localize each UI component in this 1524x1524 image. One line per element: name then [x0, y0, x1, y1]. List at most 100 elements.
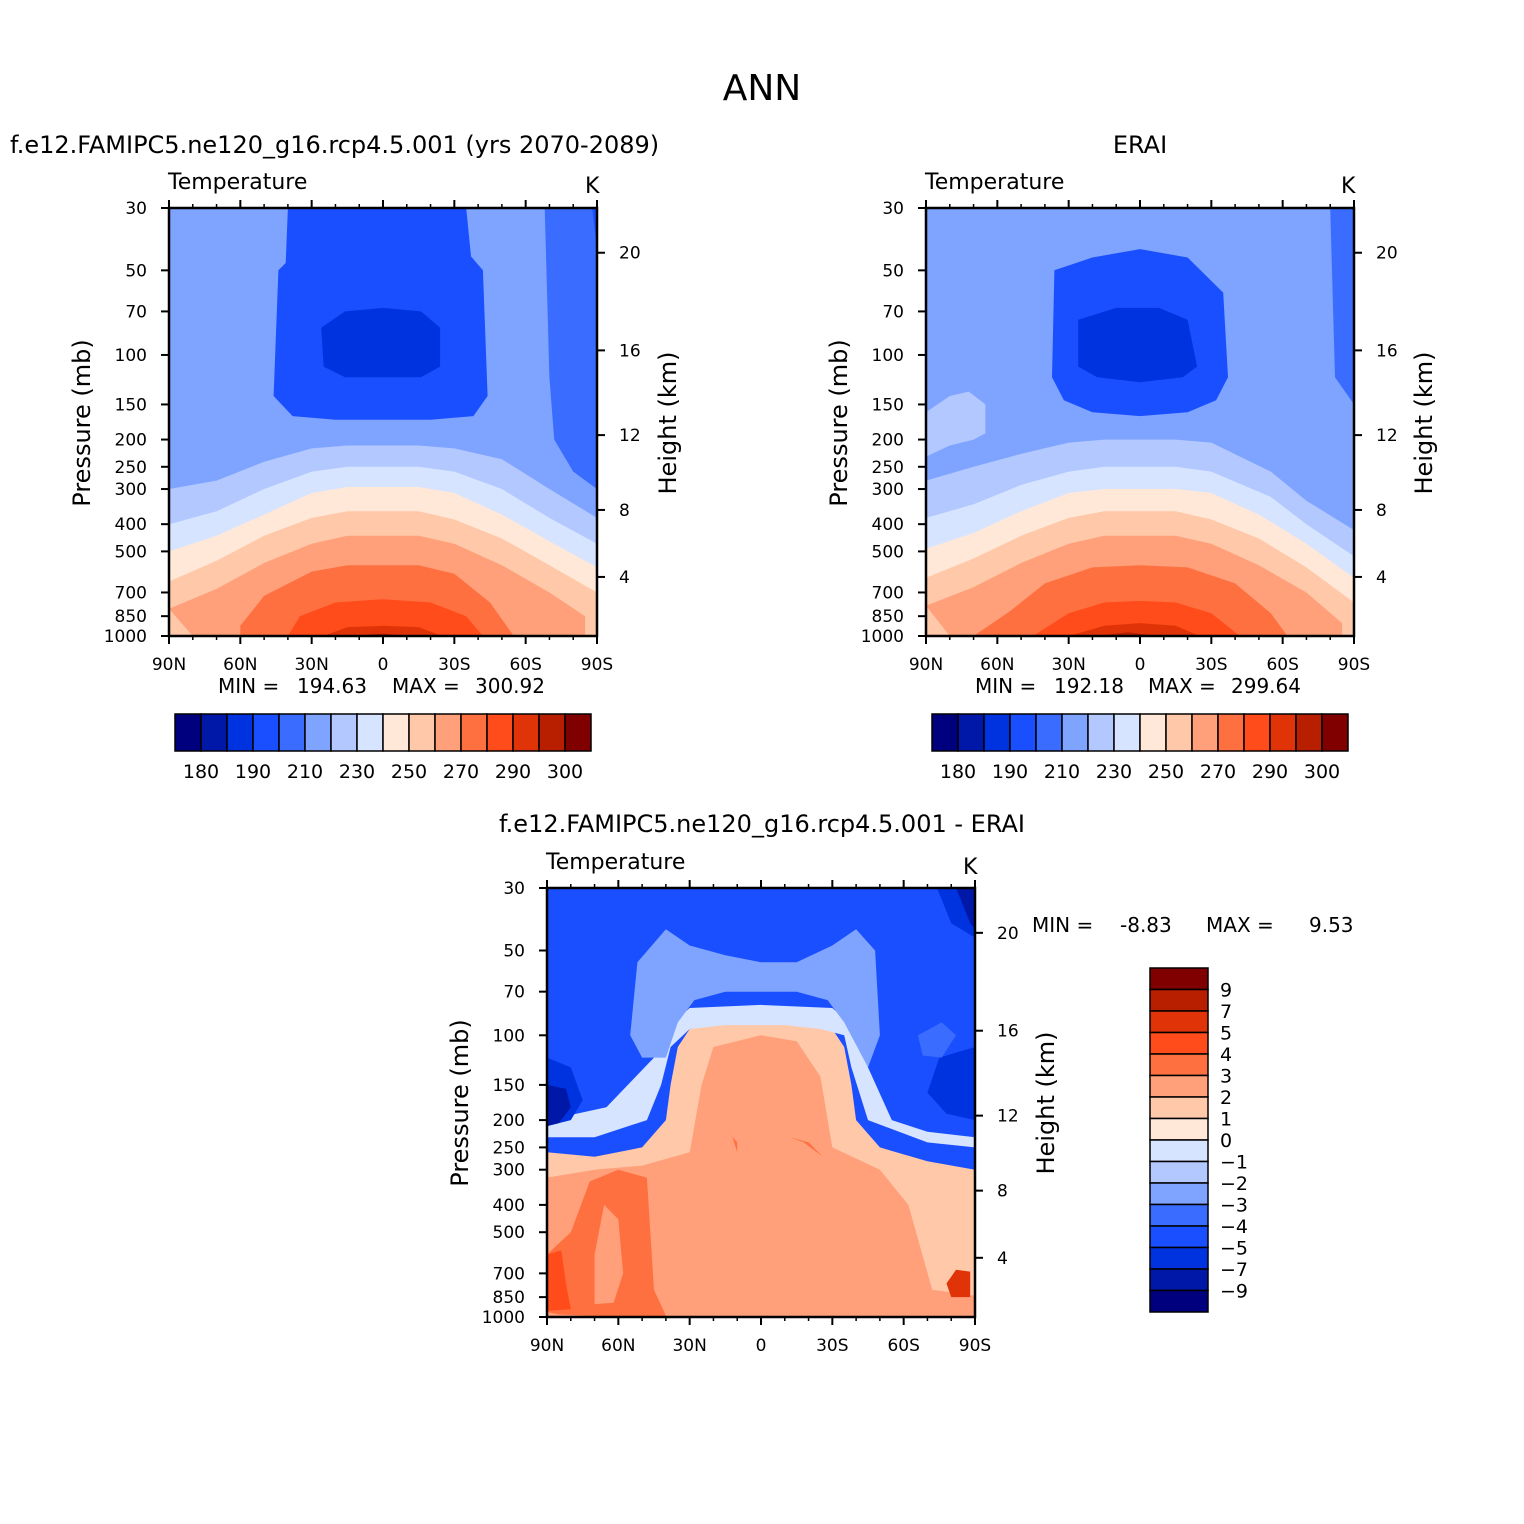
- diff-colorbar-swatch: [1149, 1117, 1209, 1141]
- main-title: ANN: [723, 68, 802, 109]
- model-max-label: MAX =: [392, 674, 460, 698]
- diff-colorbar-swatch: [1149, 1203, 1209, 1227]
- obs-y-tick-label: 200: [872, 431, 904, 451]
- diff-plot-title: Temperature: [545, 850, 685, 875]
- model-colorbar-swatch: [226, 713, 254, 752]
- model-colorbar-swatch: [538, 713, 566, 752]
- model-colorbar-swatch: [174, 713, 202, 752]
- model-units: K: [585, 174, 600, 199]
- diff-x-tick-label: 30S: [816, 1336, 848, 1356]
- obs-colorbar-swatch: [1035, 713, 1063, 752]
- model-colorbar-swatch: [512, 713, 540, 752]
- diff-contour-field: [547, 888, 975, 1317]
- diff-y-tick-label: 250: [493, 1138, 525, 1158]
- diff-colorbar-swatch: [1149, 1182, 1209, 1206]
- obs-contour-295: [1068, 623, 1200, 636]
- model-y-tick-label: 50: [125, 261, 147, 281]
- obs-colorbar-label: 230: [1096, 761, 1132, 783]
- model-min-label: MIN =: [218, 674, 279, 698]
- obs-y-tick-label: 150: [872, 395, 904, 415]
- obs-colorbar-swatch: [957, 713, 985, 752]
- model-min-value: 194.63: [297, 674, 367, 698]
- diff-colorbar-label: 0: [1220, 1130, 1232, 1152]
- obs-x-tick-label: 0: [1135, 655, 1146, 675]
- obs-colorbar-swatch: [1087, 713, 1115, 752]
- model-colorbar-swatch: [564, 713, 592, 752]
- model-colorbar-label: 210: [287, 761, 323, 783]
- diff-colorbar-label: −1: [1220, 1152, 1248, 1174]
- model-y-tick-label: 500: [115, 542, 147, 562]
- model-x-tick-label: 30N: [294, 655, 328, 675]
- model-y2-tick-label: 20: [619, 244, 641, 264]
- diff-x-tick-label: 90N: [530, 1336, 564, 1356]
- obs-y2-tick-label: 8: [1376, 501, 1387, 521]
- diff-contour-3: [725, 1128, 738, 1153]
- model-plot-title: Temperature: [167, 170, 307, 195]
- model-colorbar-swatch: [252, 713, 280, 752]
- obs-stats: MIN = 192.18 MAX = 299.64: [975, 674, 1301, 698]
- diff-y-tick-label: 30: [503, 879, 525, 899]
- diff-y2-tick-label: 12: [997, 1107, 1019, 1127]
- obs-contour-190: [1078, 307, 1198, 383]
- obs-colorbar-swatch: [1269, 713, 1297, 752]
- diff-colorbar-label: 9: [1220, 980, 1232, 1002]
- model-colorbar-swatch: [200, 713, 228, 752]
- obs-units: K: [1341, 174, 1356, 199]
- obs-y2-tick-label: 20: [1376, 244, 1398, 264]
- model-x-tick-label: 0: [378, 655, 389, 675]
- diff-colorbar-swatch: [1149, 1031, 1209, 1055]
- obs-y-tick-label: 100: [872, 346, 904, 366]
- model-colorbar-label: 230: [339, 761, 375, 783]
- diff-contour--3: [917, 1022, 956, 1058]
- obs-y-tick-label: 70: [882, 302, 904, 322]
- model-max-value: 300.92: [475, 674, 545, 698]
- model-stats: MIN = 194.63 MAX = 300.92: [218, 674, 545, 698]
- obs-colorbar-swatch: [1113, 713, 1141, 752]
- model-y-tick-label: 200: [115, 431, 147, 451]
- model-colorbar-swatch: [434, 713, 462, 752]
- obs-max-value: 299.64: [1231, 674, 1301, 698]
- diff-colorbar-swatch: [1149, 988, 1209, 1012]
- obs-colorbar: 180 190 210 230 250 270 290 300: [931, 713, 1349, 783]
- diff-stats: MIN = -8.83 MAX = 9.53: [1032, 913, 1354, 937]
- diff-colorbar-label: 7: [1220, 1001, 1232, 1023]
- diff-colorbar-label: 3: [1220, 1066, 1232, 1088]
- diff-min-value: -8.83: [1120, 913, 1172, 937]
- diff-y-tick-label: 70: [503, 983, 525, 1003]
- diff-colorbar-label: −2: [1220, 1173, 1248, 1195]
- model-y-tick-label: 250: [115, 458, 147, 478]
- model-x-tick-label: 30S: [438, 655, 470, 675]
- model-x-tick-label: 90S: [581, 655, 613, 675]
- obs-colorbar-label: 190: [992, 761, 1028, 783]
- obs-colorbar-swatch: [1165, 713, 1193, 752]
- diff-units: K: [963, 855, 978, 880]
- obs-y-tick-label: 250: [872, 458, 904, 478]
- obs-panel-title: ERAI: [1113, 131, 1167, 159]
- model-colorbar-label: 180: [183, 761, 219, 783]
- obs-colorbar-label: 250: [1148, 761, 1184, 783]
- model-y-tick-label: 1000: [104, 627, 147, 647]
- obs-y-tick-label: 700: [872, 583, 904, 603]
- model-colorbar-label: 270: [443, 761, 479, 783]
- diff-contour--3: [630, 929, 880, 1068]
- diff-y-tick-label: 300: [493, 1161, 525, 1181]
- diff-y2-tick-label: 20: [997, 924, 1019, 944]
- obs-x-tick-label: 90N: [909, 655, 943, 675]
- obs-x-tick-label: 30N: [1051, 655, 1085, 675]
- model-colorbar-swatch: [460, 713, 488, 752]
- model-panel-title: f.e12.FAMIPC5.ne120_g16.rcp4.5.001 (yrs …: [10, 131, 659, 159]
- model-contour-295: [323, 625, 443, 636]
- model-colorbar-label: 250: [391, 761, 427, 783]
- model-colorbar-label: 190: [235, 761, 271, 783]
- diff-contour-2: [594, 1204, 624, 1305]
- diff-x-tick-label: 90S: [959, 1336, 991, 1356]
- diff-max-label: MAX =: [1206, 913, 1274, 937]
- diff-colorbar-swatch: [1149, 1096, 1209, 1120]
- model-x-tick-label: 60N: [223, 655, 257, 675]
- diff-y-tick-label: 700: [493, 1264, 525, 1284]
- diff-colorbar-label: 2: [1220, 1087, 1232, 1109]
- model-y-tick-label: 850: [115, 607, 147, 627]
- obs-colorbar-swatch: [1009, 713, 1037, 752]
- model-colorbar-swatch: [278, 713, 306, 752]
